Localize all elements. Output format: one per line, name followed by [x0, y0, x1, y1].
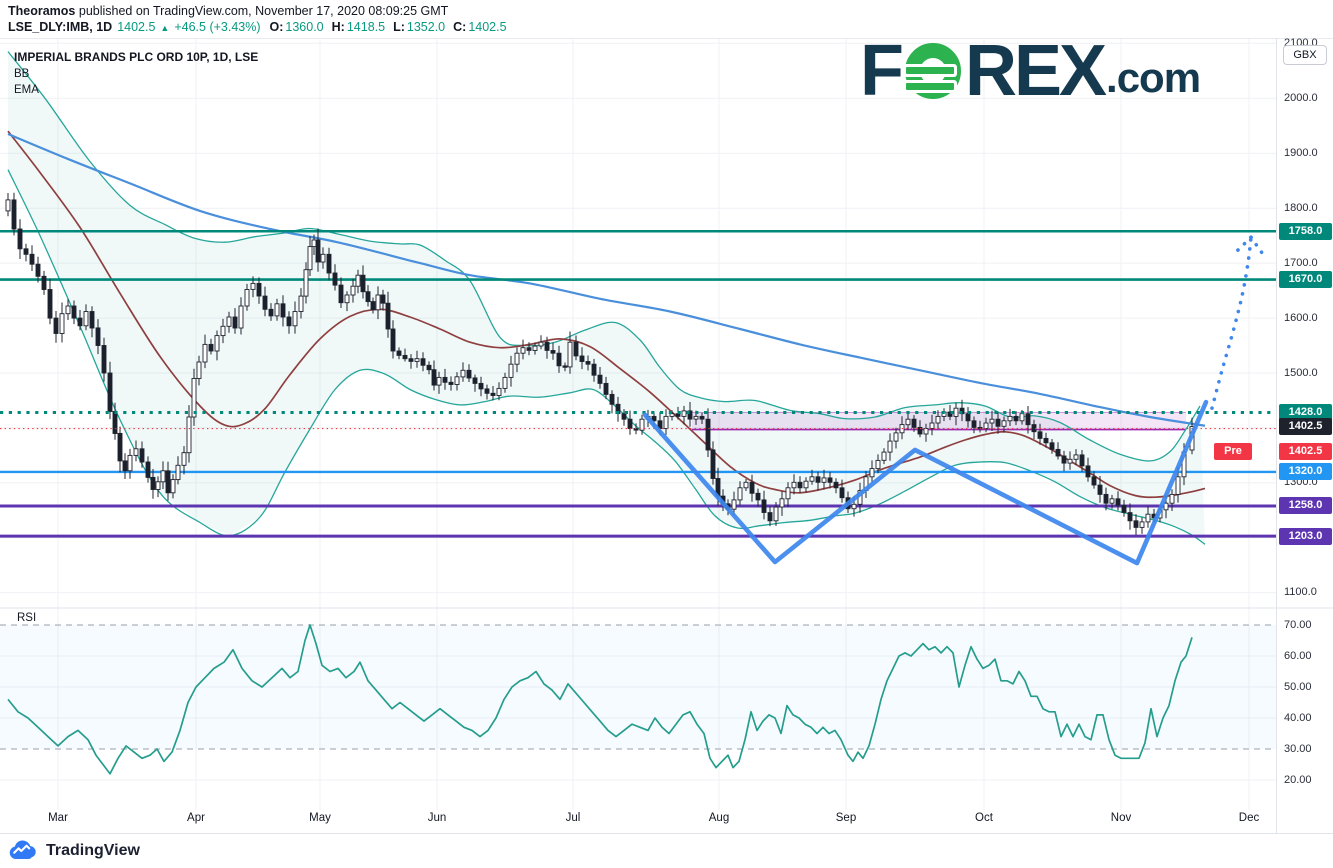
premarket-tag: Pre	[1214, 442, 1252, 460]
price-badge-1203.0: 1203.0	[1279, 527, 1332, 545]
symbol-name: LSE_DLY:IMB, 1D	[8, 20, 113, 34]
last-price: 1402.5	[117, 20, 156, 34]
time-axis-Dec[interactable]: Dec	[1238, 812, 1260, 824]
price-tick-1600.0: 1600.0	[1284, 311, 1318, 324]
ohlc-values: O: 1360.0 H: 1418.5 L: 1352.0 C: 1402.5	[270, 20, 513, 34]
open-value: 1360.0	[285, 20, 324, 34]
price-badge-1258.0: 1258.0	[1279, 497, 1332, 515]
chart-legend: IMPERIAL BRANDS PLC ORD 10P, 1D, LSE BB …	[14, 50, 258, 96]
rsi-tick-50.00: 50.00	[1284, 680, 1312, 693]
forex-letter-f: F	[860, 31, 904, 111]
price-tick-1700.0: 1700.0	[1284, 256, 1318, 269]
instrument-title: IMPERIAL BRANDS PLC ORD 10P, 1D, LSE	[14, 50, 259, 64]
trend-drawings	[642, 235, 1265, 566]
time-axis-Sep[interactable]: Sep	[835, 812, 857, 824]
footer-bar: TradingView	[0, 834, 1333, 868]
close-label: C:	[453, 20, 467, 34]
price-change: +46.5 (+3.43%)	[174, 20, 261, 34]
main-pane	[0, 51, 1276, 545]
rsi-pane	[0, 624, 1276, 775]
high-label: H:	[331, 20, 345, 34]
tradingview-brand[interactable]: TradingView	[46, 842, 140, 859]
publish-line: Theoramos published on TradingView.com, …	[8, 4, 1333, 18]
rsi-pane-label[interactable]: RSI	[17, 612, 37, 624]
time-axis-Jun[interactable]: Jun	[427, 812, 447, 824]
candles	[5, 192, 1195, 536]
indicator-bb-label[interactable]: BB	[14, 68, 30, 80]
price-tick-1500.0: 1500.0	[1284, 366, 1318, 379]
price-tick-2000.0: 2000.0	[1284, 91, 1318, 104]
rsi-tick-70.00: 70.00	[1284, 618, 1312, 631]
forex-dot-com: .com	[1106, 54, 1201, 101]
rsi-tick-60.00: 60.00	[1284, 649, 1312, 662]
tradingview-cloud-icon	[9, 840, 36, 859]
high-value: 1418.5	[346, 20, 386, 34]
publish-info: published on TradingView.com, November 1…	[75, 4, 449, 18]
zigzag-pattern	[642, 399, 1209, 566]
indicator-ema-label[interactable]: EMA	[14, 84, 39, 96]
time-axis-Apr[interactable]: Apr	[187, 812, 205, 824]
price-tick-1900.0: 1900.0	[1284, 146, 1318, 159]
symbol-line: LSE_DLY:IMB, 1D 1402.5 ▲ +46.5 (+3.43%) …	[8, 20, 1333, 34]
low-value: 1352.0	[406, 20, 446, 34]
price-badge-1758.0: 1758.0	[1279, 222, 1332, 240]
up-arrow-icon: ▲	[160, 23, 170, 33]
author-name: Theoramos	[8, 4, 76, 18]
last-price-badge: 1402.5	[1279, 418, 1332, 436]
price-tick-1100.0: 1100.0	[1284, 586, 1317, 599]
time-axis-May[interactable]: May	[309, 812, 331, 824]
publish-header: Theoramos published on TradingView.com, …	[0, 0, 1333, 38]
time-axis-Oct[interactable]: Oct	[975, 812, 993, 824]
price-badge-1428.0: 1428.0	[1279, 404, 1332, 422]
close-value: 1402.5	[468, 20, 507, 34]
rsi-tick-30.00: 30.00	[1284, 742, 1312, 755]
time-axis-Nov[interactable]: Nov	[1110, 812, 1132, 824]
premarket-price-badge: 1402.5	[1279, 442, 1332, 460]
time-axis-Aug[interactable]: Aug	[708, 812, 730, 824]
price-tick-1800.0: 1800.0	[1284, 201, 1318, 214]
forex-o-icon	[904, 43, 961, 99]
currency-unit-button[interactable]: GBX	[1283, 45, 1327, 65]
chart-plot-svg[interactable]	[0, 0, 1333, 834]
projection-arrow	[1210, 235, 1253, 410]
time-axis-Mar[interactable]: Mar	[48, 812, 68, 824]
rsi-tick-20.00: 20.00	[1284, 773, 1312, 786]
price-badge-1670.0: 1670.0	[1279, 271, 1332, 289]
price-badge-1320.0: 1320.0	[1279, 463, 1332, 481]
rsi-tick-40.00: 40.00	[1284, 711, 1312, 724]
forex-com-watermark: F REX .com	[860, 31, 1201, 111]
open-label: O:	[269, 20, 284, 34]
time-axis-Jul[interactable]: Jul	[565, 812, 581, 824]
low-label: L:	[393, 20, 405, 34]
forex-letters-rex: REX	[964, 31, 1107, 111]
